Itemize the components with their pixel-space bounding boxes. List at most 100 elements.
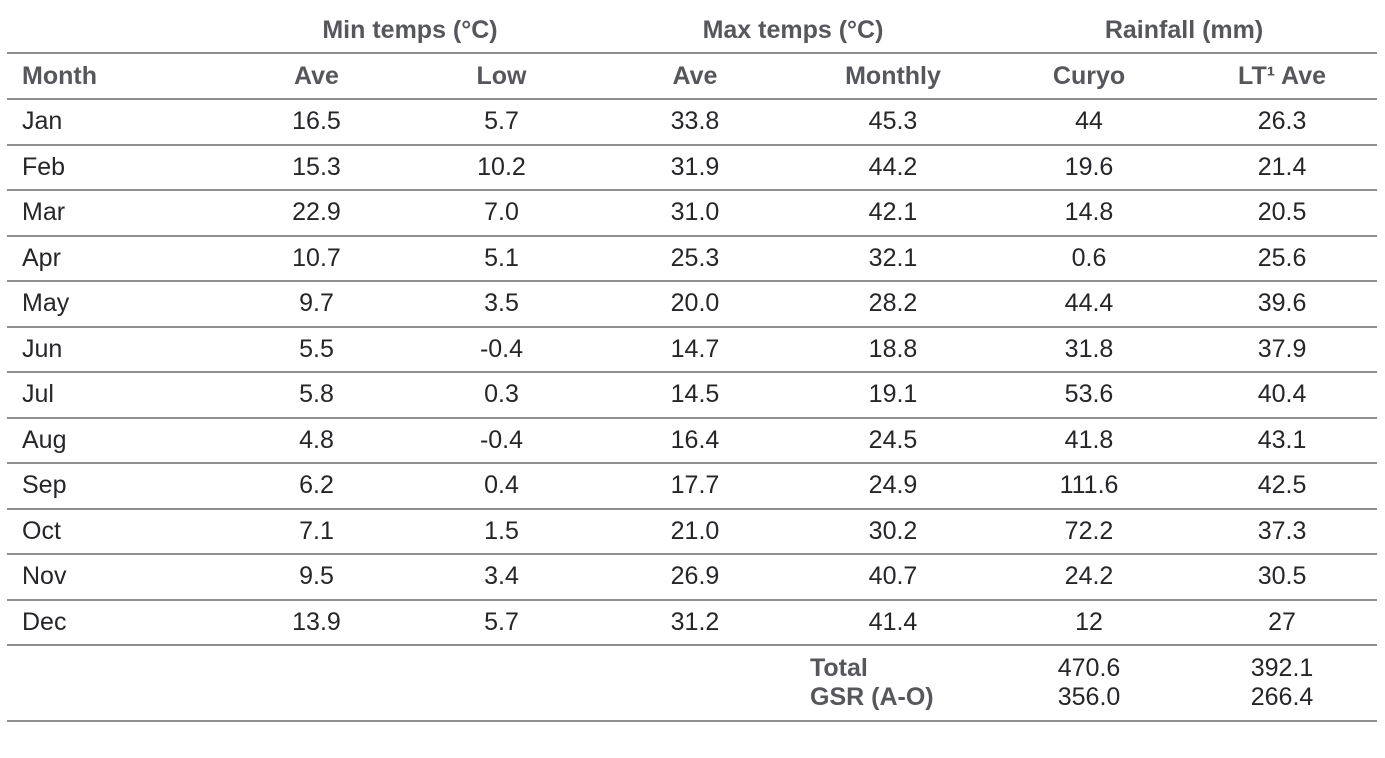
value-cell: -0.4 <box>408 326 595 373</box>
column-header-max-ave: Ave <box>595 53 795 100</box>
value-cell: 1.5 <box>408 508 595 555</box>
value-cell: 30.5 <box>1187 554 1378 601</box>
value-cell: 14.5 <box>595 372 795 419</box>
value-cell: 43.1 <box>1187 417 1378 464</box>
value-cell: 42.1 <box>795 190 992 237</box>
value-cell: 6.2 <box>225 463 408 510</box>
value-cell: 14.8 <box>991 190 1188 237</box>
value-cell: 72.2 <box>991 508 1188 555</box>
value-cell: 12 <box>991 599 1188 646</box>
value-cell: 16.5 <box>225 99 408 146</box>
value-cell: 5.5 <box>225 326 408 373</box>
month-cell: May <box>7 281 225 328</box>
column-header-min-low: Low <box>408 53 595 100</box>
table-row: Oct 7.1 1.5 21.0 30.2 72.2 37.3 <box>7 508 1378 555</box>
value-cell: 3.5 <box>408 281 595 328</box>
value-cell: 9.7 <box>225 281 408 328</box>
table-row: Sep 6.2 0.4 17.7 24.9 111.6 42.5 <box>7 463 1378 510</box>
value-cell: 31.8 <box>991 326 1188 373</box>
value-cell: 31.9 <box>595 144 795 191</box>
month-cell: Jul <box>7 372 225 419</box>
month-cell: Feb <box>7 144 225 191</box>
month-cell: Jun <box>7 326 225 373</box>
group-header-min-temps: Min temps (°C) <box>225 8 595 54</box>
value-cell: 28.2 <box>795 281 992 328</box>
value-cell: 32.1 <box>795 235 992 282</box>
value-cell: 7.0 <box>408 190 595 237</box>
group-header-max-temps: Max temps (°C) <box>595 8 992 54</box>
value-cell: 40.7 <box>795 554 992 601</box>
table-row: Dec 13.9 5.7 31.2 41.4 12 27 <box>7 599 1378 646</box>
column-header-rain-lt-ave: LT¹ Ave <box>1187 53 1378 100</box>
value-cell: 53.6 <box>991 372 1188 419</box>
value-cell: 7.1 <box>225 508 408 555</box>
value-cell: 5.7 <box>408 99 595 146</box>
value-cell: 27 <box>1187 599 1378 646</box>
value-cell: 17.7 <box>595 463 795 510</box>
value-cell: 25.3 <box>595 235 795 282</box>
value-cell: 10.7 <box>225 235 408 282</box>
value-cell: 15.3 <box>225 144 408 191</box>
climate-table: Min temps (°C) Max temps (°C) Rainfall (… <box>7 8 1378 722</box>
value-cell: 45.3 <box>795 99 992 146</box>
column-header-max-monthly: Monthly <box>795 53 992 100</box>
column-header-month: Month <box>7 53 225 100</box>
value-cell: 10.2 <box>408 144 595 191</box>
table-row: Nov 9.5 3.4 26.9 40.7 24.2 30.5 <box>7 554 1378 601</box>
footer-label-gsr: GSR (A-O) <box>795 683 992 722</box>
column-header-min-ave: Ave <box>225 53 408 100</box>
value-cell: 19.6 <box>991 144 1188 191</box>
table-row: Jan 16.5 5.7 33.8 45.3 44 26.3 <box>7 99 1378 146</box>
column-header-row: Month Ave Low Ave Monthly Curyo LT¹ Ave <box>7 53 1378 100</box>
table-row: Mar 22.9 7.0 31.0 42.1 14.8 20.5 <box>7 190 1378 237</box>
table-row: Aug 4.8 -0.4 16.4 24.5 41.8 43.1 <box>7 417 1378 464</box>
month-cell: Sep <box>7 463 225 510</box>
table-row: Apr 10.7 5.1 25.3 32.1 0.6 25.6 <box>7 235 1378 282</box>
group-header-rainfall: Rainfall (mm) <box>991 8 1378 54</box>
month-cell: Aug <box>7 417 225 464</box>
value-cell: 44.4 <box>991 281 1188 328</box>
value-cell: 0.4 <box>408 463 595 510</box>
value-cell: 41.8 <box>991 417 1188 464</box>
value-cell: 44 <box>991 99 1188 146</box>
value-cell: 5.7 <box>408 599 595 646</box>
month-cell: Dec <box>7 599 225 646</box>
footer-spacer <box>7 683 795 722</box>
value-cell: 0.3 <box>408 372 595 419</box>
value-cell: 9.5 <box>225 554 408 601</box>
group-header-row: Min temps (°C) Max temps (°C) Rainfall (… <box>7 8 1378 54</box>
value-cell: 33.8 <box>595 99 795 146</box>
footer-gsr-lt-ave: 266.4 <box>1187 683 1378 722</box>
value-cell: 14.7 <box>595 326 795 373</box>
value-cell: 4.8 <box>225 417 408 464</box>
value-cell: 0.6 <box>991 235 1188 282</box>
value-cell: 19.1 <box>795 372 992 419</box>
value-cell: -0.4 <box>408 417 595 464</box>
value-cell: 5.8 <box>225 372 408 419</box>
column-header-rain-curyo: Curyo <box>991 53 1188 100</box>
group-header-spacer <box>7 8 225 54</box>
value-cell: 5.1 <box>408 235 595 282</box>
footer-total-curyo: 470.6 <box>1057 654 1121 682</box>
table-row: Jun 5.5 -0.4 14.7 18.8 31.8 37.9 <box>7 326 1378 373</box>
value-cell: 21.0 <box>595 508 795 555</box>
value-cell: 37.9 <box>1187 326 1378 373</box>
value-cell: 21.4 <box>1187 144 1378 191</box>
value-cell: 3.4 <box>408 554 595 601</box>
value-cell: 24.2 <box>991 554 1188 601</box>
footer-label-total: Total <box>810 654 868 682</box>
value-cell: 40.4 <box>1187 372 1378 419</box>
value-cell: 24.5 <box>795 417 992 464</box>
table-row: Jul 5.8 0.3 14.5 19.1 53.6 40.4 <box>7 372 1378 419</box>
footer-spacer <box>7 645 795 683</box>
value-cell: 24.9 <box>795 463 992 510</box>
table-footer: Total 470.6 392.1 GSR (A-O) 356.0 266.4 <box>7 645 1378 722</box>
footer-row-total: Total 470.6 392.1 <box>7 645 1377 683</box>
value-cell: 44.2 <box>795 144 992 191</box>
month-cell: Apr <box>7 235 225 282</box>
value-cell: 41.4 <box>795 599 992 646</box>
value-cell: 22.9 <box>225 190 408 237</box>
value-cell: 42.5 <box>1187 463 1378 510</box>
footer-gsr-curyo: 356.0 <box>991 683 1188 722</box>
footer-row-gsr: GSR (A-O) 356.0 266.4 <box>7 683 1378 722</box>
